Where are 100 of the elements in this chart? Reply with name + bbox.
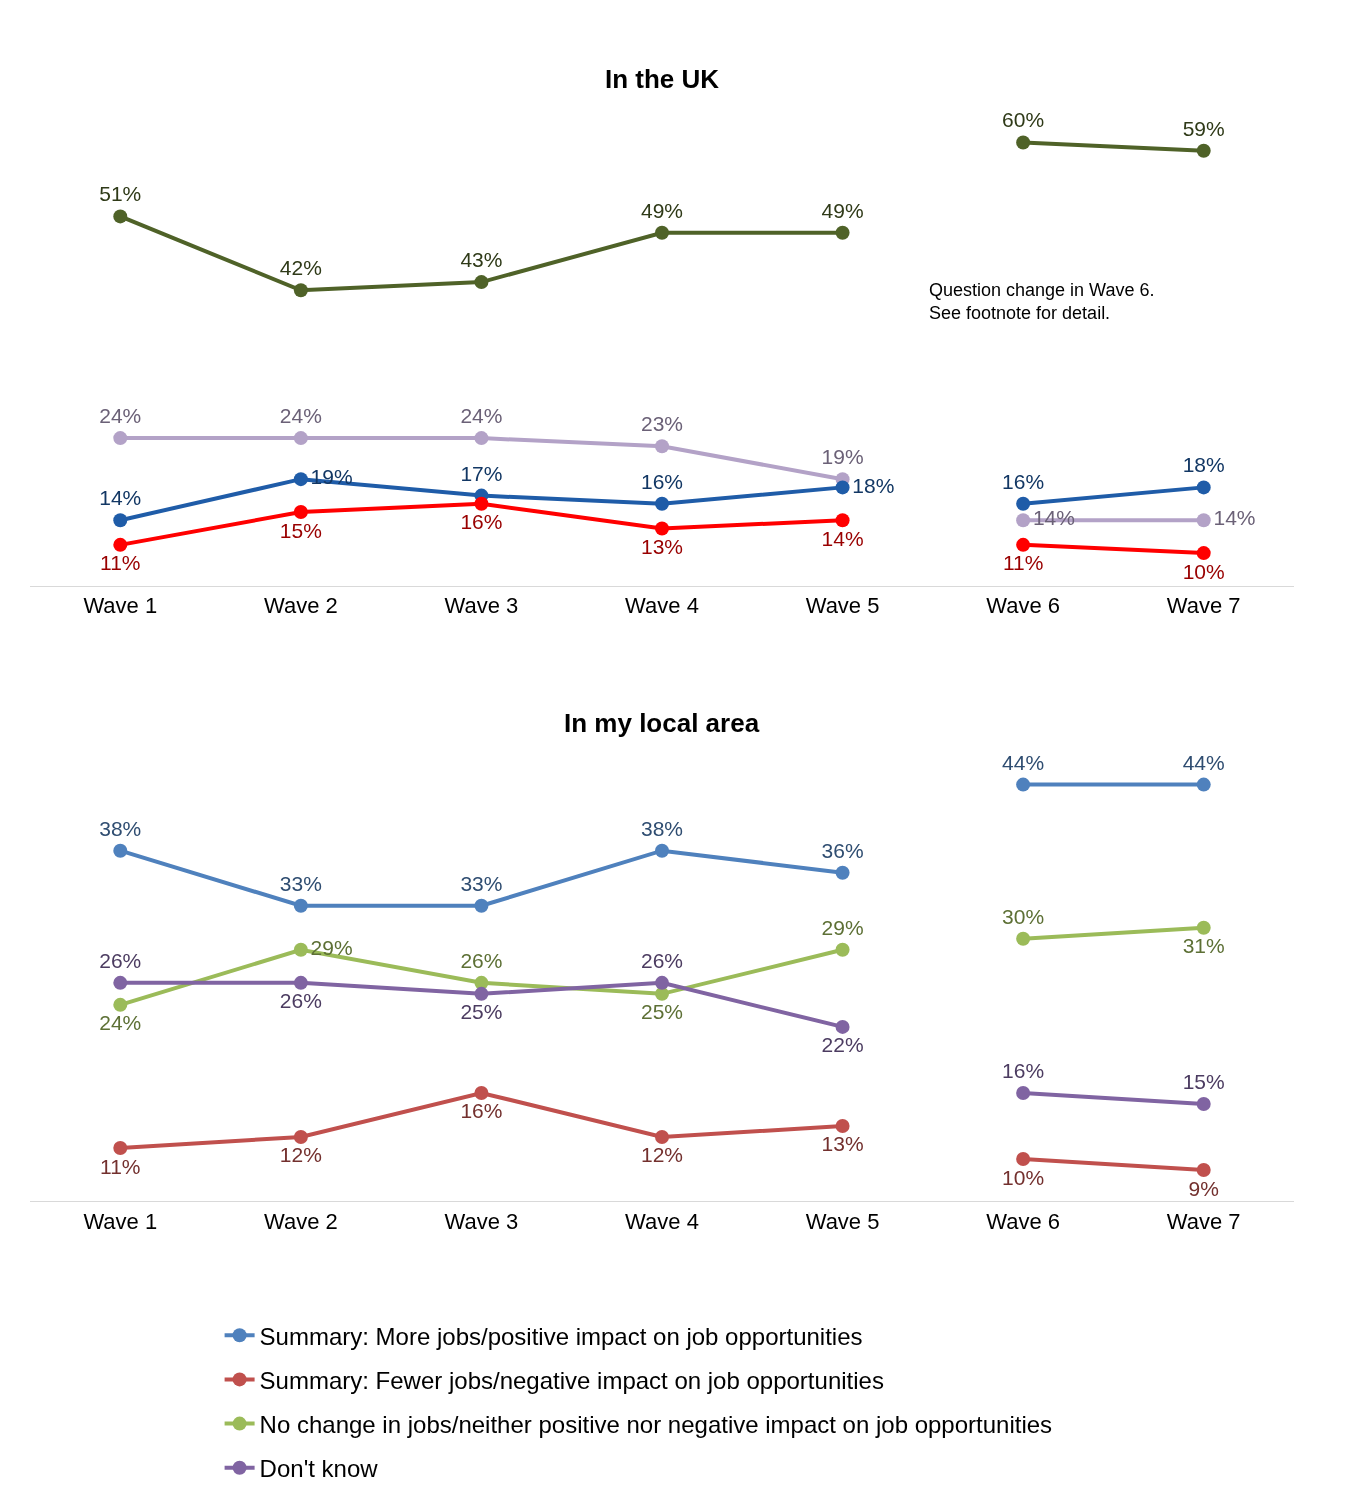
point	[474, 496, 489, 511]
data-label: 31%	[1182, 934, 1225, 958]
data-label: 51%	[99, 182, 142, 206]
data-label: 24%	[279, 404, 322, 428]
point	[293, 472, 308, 487]
point	[655, 521, 669, 536]
data-label: 13%	[821, 1132, 864, 1156]
point	[474, 1085, 489, 1100]
data-label: 15%	[279, 518, 322, 542]
point	[835, 225, 850, 240]
data-label: 12%	[279, 1143, 322, 1167]
data-label: 12%	[640, 1143, 684, 1167]
data-label: 11%	[100, 551, 141, 575]
point	[474, 275, 489, 290]
data-label: 44%	[1002, 750, 1045, 774]
data-label: 16%	[460, 1099, 503, 1123]
x-tick-label: Wave 1	[83, 1208, 158, 1234]
data-label: 24%	[99, 1011, 142, 1035]
point	[293, 283, 308, 298]
data-label: 33%	[460, 871, 503, 895]
point	[1196, 513, 1211, 528]
data-label: 10%	[1182, 559, 1225, 583]
point	[113, 209, 128, 224]
point	[293, 431, 308, 446]
data-label: 24%	[460, 404, 503, 428]
x-tick-label: Wave 7	[1166, 593, 1241, 619]
data-label: 13%	[640, 534, 684, 558]
x-tick-label: Wave 2	[263, 1208, 338, 1234]
legend-label: Summary: More jobs/positive impact on job opportunities	[259, 1322, 863, 1350]
data-label: 33%	[279, 871, 322, 895]
point	[293, 505, 308, 520]
data-label: 18%	[1182, 453, 1225, 477]
legend-label: No change in jobs/neither positive nor negative impact on job opportunities	[259, 1410, 1053, 1438]
data-label: 19%	[821, 445, 864, 469]
data-label: 14%	[1213, 506, 1256, 530]
data-label: 23%	[640, 412, 684, 436]
data-label: 17%	[460, 461, 503, 485]
point	[113, 1141, 128, 1155]
data-label: 11%	[1002, 551, 1044, 575]
data-label: 26%	[279, 989, 322, 1013]
point	[293, 898, 308, 913]
data-label: 18%	[852, 473, 895, 497]
data-label: 9%	[1188, 1176, 1219, 1200]
point	[1016, 777, 1031, 792]
point	[655, 496, 669, 511]
data-label: 25%	[640, 1000, 684, 1024]
data-label: 26%	[460, 948, 503, 972]
data-label: 44%	[1182, 750, 1225, 774]
x-tick-label: Wave 6	[986, 593, 1061, 619]
data-label: 26%	[99, 948, 142, 972]
x-tick-label: Wave 1	[83, 593, 158, 619]
x-tick-label: Wave 4	[625, 593, 699, 619]
point	[835, 865, 850, 880]
point	[1196, 777, 1211, 792]
point	[655, 439, 669, 454]
data-label: 15%	[1182, 1069, 1225, 1093]
data-label: 38%	[99, 816, 142, 840]
point	[1016, 513, 1031, 528]
x-tick-label: Wave 3	[444, 1208, 519, 1234]
legend-label: Summary: Fewer jobs/negative impact on job opportunities	[259, 1366, 884, 1394]
data-label: 22%	[821, 1033, 864, 1057]
point	[835, 513, 850, 528]
data-label: 60%	[1002, 108, 1045, 132]
data-label: 30%	[1002, 904, 1045, 928]
point	[1016, 135, 1031, 150]
data-label: 16%	[1002, 469, 1045, 493]
point	[113, 431, 128, 446]
data-label: 36%	[821, 838, 864, 862]
x-tick-label: Wave 6	[986, 1208, 1061, 1234]
point	[1196, 143, 1211, 158]
legend-label: Don't know	[259, 1455, 379, 1483]
data-label: 59%	[1182, 116, 1225, 140]
point	[655, 225, 669, 240]
chart-title: In my local area	[564, 708, 760, 738]
data-label: 42%	[279, 256, 322, 280]
point	[474, 898, 489, 913]
x-tick-label: Wave 5	[805, 593, 880, 619]
point	[655, 843, 669, 858]
point	[835, 1118, 850, 1133]
data-label: 25%	[460, 1000, 503, 1024]
data-label: 49%	[640, 198, 684, 222]
x-tick-label: Wave 5	[805, 1208, 880, 1234]
x-tick-label: Wave 7	[1166, 1208, 1241, 1234]
x-tick-label: Wave 3	[444, 593, 519, 619]
data-label: 11%	[100, 1154, 141, 1178]
data-label: 29%	[310, 936, 353, 960]
data-label: 26%	[640, 948, 684, 972]
data-label: 14%	[99, 486, 142, 510]
data-label: 49%	[821, 198, 864, 222]
data-label: 16%	[640, 469, 684, 493]
x-tick-label: Wave 4	[625, 1208, 699, 1234]
data-label: 16%	[460, 510, 503, 534]
data-label: 43%	[460, 248, 503, 272]
data-label: 38%	[640, 816, 684, 840]
point	[293, 1130, 308, 1144]
point	[113, 513, 128, 528]
chart-title: In the UK	[605, 64, 720, 94]
annotation: Question change in Wave 6. See footnote for detail.	[929, 280, 1155, 324]
data-label: 14%	[821, 526, 864, 550]
point	[835, 480, 850, 495]
